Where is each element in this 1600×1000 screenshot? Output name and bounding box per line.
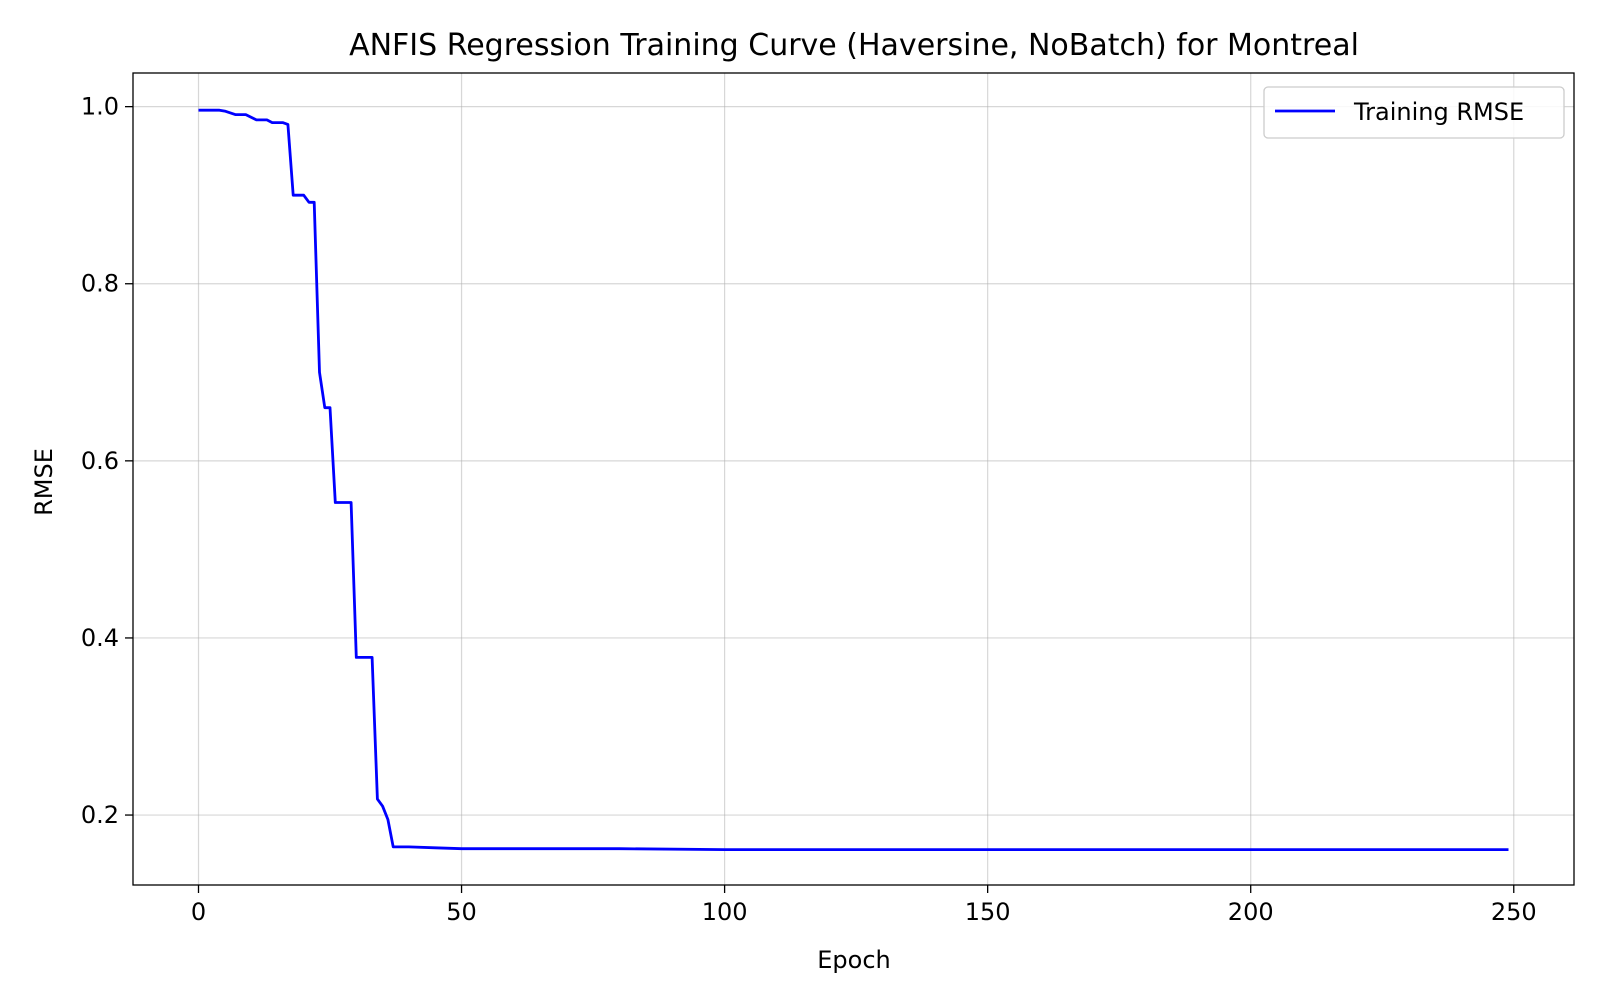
x-tick-label: 50 xyxy=(446,898,477,926)
legend-label-training-rmse: Training RMSE xyxy=(1353,98,1524,126)
x-axis-label: Epoch xyxy=(817,946,891,974)
y-tick-label: 0.8 xyxy=(81,270,119,298)
x-axis-ticks: 0 50 100 150 200 250 xyxy=(191,885,1537,926)
y-tick-label: 0.4 xyxy=(81,624,119,652)
series-layer xyxy=(198,108,1509,851)
y-axis-label: RMSE xyxy=(30,448,58,516)
y-tick-label: 0.2 xyxy=(81,801,119,829)
legend-box xyxy=(1263,86,1565,139)
x-tick-label: 250 xyxy=(1491,898,1537,926)
x-tick-label: 0 xyxy=(191,898,206,926)
chart-title: ANFIS Regression Training Curve (Haversi… xyxy=(349,28,1359,63)
x-tick-label: 200 xyxy=(1228,898,1274,926)
y-axis-ticks: 0.2 0.4 0.6 0.8 1.0 xyxy=(81,93,133,829)
x-tick-label: 100 xyxy=(702,898,748,926)
plot-area-frame xyxy=(132,72,1575,886)
x-tick-label: 150 xyxy=(965,898,1011,926)
y-tick-label: 1.0 xyxy=(81,93,119,121)
series-line-training-rmse xyxy=(198,108,1509,851)
legend: Training RMSE xyxy=(1263,86,1565,139)
y-tick-label: 0.6 xyxy=(81,447,119,475)
